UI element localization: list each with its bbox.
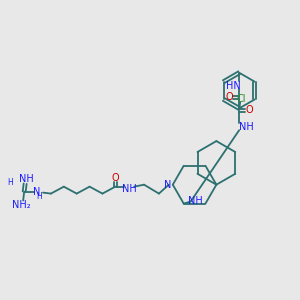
Text: N: N (164, 180, 172, 190)
Text: HN: HN (226, 81, 241, 91)
Text: O: O (245, 105, 253, 116)
Text: NH: NH (19, 174, 34, 184)
Text: Cl: Cl (236, 94, 246, 104)
Text: NH: NH (239, 122, 254, 132)
Text: H: H (36, 192, 42, 201)
Text: NH: NH (122, 184, 136, 194)
Text: O: O (112, 173, 119, 183)
Text: NH₂: NH₂ (12, 200, 31, 211)
Text: O: O (225, 92, 233, 103)
Text: H: H (8, 178, 13, 187)
Text: NH: NH (188, 196, 203, 206)
Text: N: N (33, 187, 41, 196)
